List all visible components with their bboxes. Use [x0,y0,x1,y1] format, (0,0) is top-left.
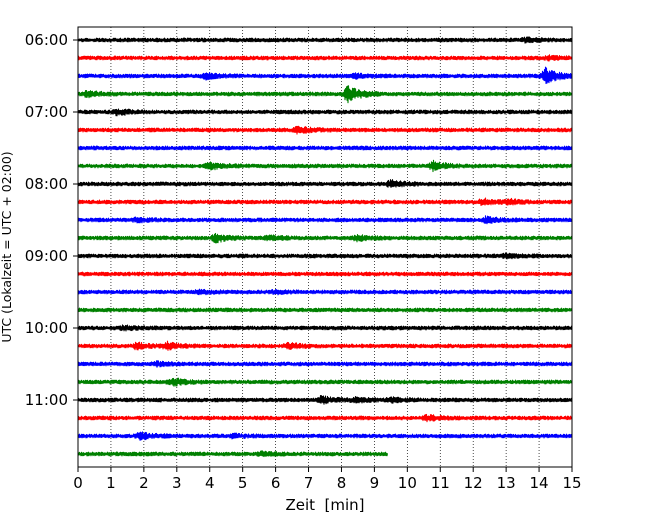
y-tick-label: 11:00 [25,391,68,409]
x-tick-label: 1 [106,474,116,492]
trace-line [77,54,573,62]
trace-line [77,159,573,173]
y-tick-label: 09:00 [25,247,68,265]
y-axis-ticks: 06:00 07:00 08:00 09:00 10:00 11:00 [25,31,78,409]
y-tick-label: 10:00 [25,319,68,337]
trace-line [77,215,573,225]
trace-line [77,450,389,458]
trace-line [77,395,573,405]
trace-line [77,232,573,244]
trace-line [77,125,573,135]
trace-line [77,66,573,85]
trace-line [77,145,573,151]
x-tick-label: 15 [562,474,581,492]
y-tick-label: 07:00 [25,103,68,121]
x-tick-label: 9 [370,474,380,492]
trace-line [77,36,573,44]
x-tick-label: 13 [497,474,516,492]
x-axis-ticks: 0 1 2 3 4 5 6 7 8 9 10 11 12 13 14 15 [73,467,582,492]
trace-line [77,271,573,277]
x-tick-label: 2 [139,474,149,492]
x-tick-label: 0 [73,474,83,492]
grid-lines [110,27,540,467]
trace-line [77,307,573,313]
trace-line [77,360,573,368]
trace-line [77,252,573,260]
x-tick-label: 14 [530,474,549,492]
trace-line [77,288,573,296]
y-tick-label: 06:00 [25,31,68,49]
trace-line [77,324,573,332]
trace-line [77,413,573,423]
trace-line [77,179,573,188]
trace-line [77,85,573,104]
plot-frame [77,26,573,468]
trace-line [77,377,573,387]
x-axis-label: Zeit [min] [285,496,364,514]
y-tick-label: 08:00 [25,175,68,193]
x-tick-label: 11 [431,474,450,492]
x-tick-label: 8 [337,474,347,492]
y-axis-label: UTC (Lokalzeit = UTC + 02:00) [0,151,14,342]
x-tick-label: 7 [304,474,314,492]
trace-line [77,340,573,351]
x-tick-label: 12 [464,474,483,492]
trace-line [77,197,573,206]
trace-line [77,108,573,117]
x-tick-label: 3 [172,474,182,492]
x-tick-label: 10 [398,474,417,492]
traces [77,36,573,458]
trace-line [77,431,573,441]
x-tick-label: 4 [205,474,215,492]
x-tick-label: 5 [238,474,248,492]
x-tick-label: 6 [271,474,281,492]
